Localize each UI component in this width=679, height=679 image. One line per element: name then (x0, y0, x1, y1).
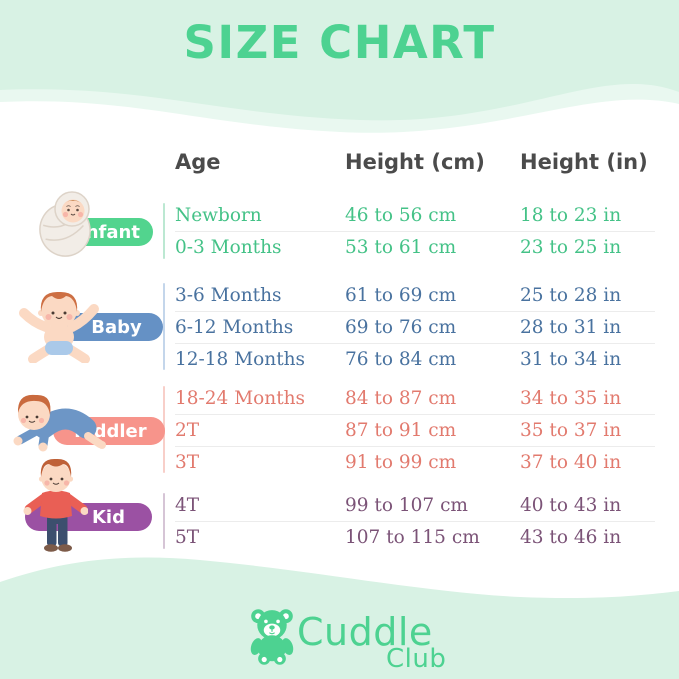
height-in-cell: 25 to 28 in (520, 285, 622, 306)
table-row: 12-18 Months 76 to 84 cm 31 to 34 in (175, 343, 655, 375)
height-in-cell: 23 to 25 in (520, 237, 622, 258)
height-in-cell: 28 to 31 in (520, 317, 622, 338)
table-header-row: Age Height (cm) Height (in) (0, 150, 664, 174)
table-row: 6-12 Months 69 to 76 cm 28 to 31 in (175, 311, 655, 343)
table-row: 0-3 Months 53 to 61 cm 23 to 25 in (175, 231, 655, 263)
height-in-cell: 35 to 37 in (520, 420, 622, 441)
standing-kid-icon (23, 458, 88, 552)
group-label: Baby (91, 316, 142, 338)
height-in-cell: 37 to 40 in (520, 452, 622, 473)
age-cell: 3-6 Months (175, 285, 282, 306)
table-row: 5T 107 to 115 cm 43 to 46 in (175, 521, 655, 553)
height-cm-cell: 91 to 99 cm (345, 452, 457, 473)
table-row: 3-6 Months 61 to 69 cm 25 to 28 in (175, 280, 655, 311)
height-in-cell: 40 to 43 in (520, 495, 622, 516)
height-in-cell: 31 to 34 in (520, 349, 622, 370)
height-cm-cell: 69 to 76 cm (345, 317, 457, 338)
height-in-cell: 18 to 23 in (520, 205, 622, 226)
height-in-cell: 43 to 46 in (520, 527, 622, 548)
group-rows: 18-24 Months 84 to 87 cm 34 to 35 in 2T … (175, 383, 655, 478)
swaddled-infant-icon (39, 191, 91, 257)
column-header-height-cm: Height (cm) (345, 150, 485, 174)
age-cell: 6-12 Months (175, 317, 294, 338)
age-cell: 3T (175, 452, 200, 473)
table-row: Newborn 46 to 56 cm 18 to 23 in (175, 200, 655, 231)
brand-name: Cuddle (297, 610, 433, 654)
age-cell: 2T (175, 420, 200, 441)
table-row: 2T 87 to 91 cm 35 to 37 in (175, 414, 655, 446)
height-cm-cell: 99 to 107 cm (345, 495, 468, 516)
height-cm-cell: 84 to 87 cm (345, 388, 457, 409)
height-cm-cell: 46 to 56 cm (345, 205, 457, 226)
size-group-kid: 4T 99 to 107 cm 40 to 43 in 5T 107 to 11… (0, 458, 679, 553)
height-cm-cell: 53 to 61 cm (345, 237, 457, 258)
brand-suffix: Club (386, 644, 447, 674)
column-header-age: Age (175, 150, 221, 174)
group-label: Kid (91, 506, 125, 528)
group-rows: Newborn 46 to 56 cm 18 to 23 in 0-3 Mont… (175, 200, 655, 263)
age-cell: Newborn (175, 205, 262, 226)
group-label: Infant (79, 221, 140, 243)
height-cm-cell: 76 to 84 cm (345, 349, 457, 370)
height-cm-cell: 87 to 91 cm (345, 420, 457, 441)
group-rows: 4T 99 to 107 cm 40 to 43 in 5T 107 to 11… (175, 490, 655, 553)
group-divider-line (163, 203, 165, 259)
age-cell: 4T (175, 495, 200, 516)
age-cell: 18-24 Months (175, 388, 306, 409)
teddy-bear-logo-icon (250, 609, 294, 665)
table-row: 18-24 Months 84 to 87 cm 34 to 35 in (175, 383, 655, 414)
height-in-cell: 34 to 35 in (520, 388, 622, 409)
column-header-height-in: Height (in) (520, 150, 648, 174)
group-rows: 3-6 Months 61 to 69 cm 25 to 28 in 6-12 … (175, 280, 655, 375)
group-divider-line (163, 283, 165, 370)
age-cell: 12-18 Months (175, 349, 306, 370)
size-group-baby: 3-6 Months 61 to 69 cm 25 to 28 in 6-12 … (0, 280, 679, 373)
crawling-toddler-icon (13, 394, 106, 452)
table-row: 4T 99 to 107 cm 40 to 43 in (175, 490, 655, 521)
height-cm-cell: 61 to 69 cm (345, 285, 457, 306)
page-title: SIZE CHART (183, 16, 496, 69)
group-divider-line (163, 493, 165, 549)
sitting-baby-icon (19, 291, 99, 363)
size-group-toddler: 18-24 Months 84 to 87 cm 34 to 35 in 2T … (0, 383, 679, 476)
table-row: 3T 91 to 99 cm 37 to 40 in (175, 446, 655, 478)
height-cm-cell: 107 to 115 cm (345, 527, 480, 548)
age-cell: 5T (175, 527, 200, 548)
size-group-infant: Newborn 46 to 56 cm 18 to 23 in 0-3 Mont… (0, 191, 679, 263)
age-cell: 0-3 Months (175, 237, 282, 258)
group-label-pill-baby: Baby (60, 313, 163, 341)
